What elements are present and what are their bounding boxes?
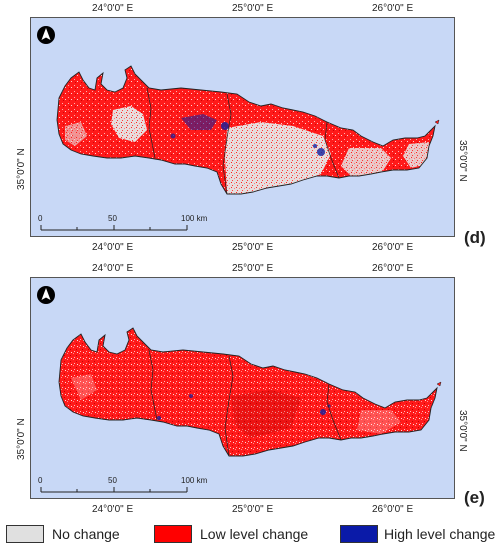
legend-label-high-change: High level change — [384, 526, 496, 542]
legend-swatch-low-change — [154, 525, 192, 543]
map-panel-d: 24°0'0" E 25°0'0" E 26°0'0" E — [0, 0, 498, 260]
bottom-tick-25: 25°0'0" E — [232, 504, 274, 515]
legend-label-no-change: No change — [52, 526, 120, 542]
crete-island-e — [58, 327, 442, 457]
top-tick-25: 25°0'0" E — [232, 3, 274, 14]
bottom-tick-25: 25°0'0" E — [232, 242, 274, 253]
bottom-tick-26: 26°0'0" E — [372, 242, 414, 253]
scale-label-end-e: 100 km — [181, 476, 208, 485]
top-tick-24: 24°0'0" E — [92, 3, 134, 14]
bottom-tick-26: 26°0'0" E — [372, 504, 414, 515]
lat-right-d: 35°0'0" N — [457, 140, 468, 182]
panel-letter-e: (e) — [464, 488, 485, 507]
top-tick-25: 25°0'0" E — [232, 263, 274, 274]
bottom-tick-24: 24°0'0" E — [92, 504, 134, 515]
top-tick-24: 24°0'0" E — [92, 263, 134, 274]
legend-label-low-change: Low level change — [200, 526, 309, 542]
scale-label-end-d: 100 km — [181, 214, 208, 223]
legend-swatch-high-change — [340, 525, 378, 543]
scale-bar-e — [40, 487, 188, 493]
scale-label-mid-e: 50 — [108, 476, 117, 485]
lat-left-d: 35°0'0" N — [16, 148, 27, 190]
map-panel-e: 24°0'0" E 25°0'0" E 26°0'0" E — [0, 260, 498, 520]
legend-swatch-no-change — [6, 525, 44, 543]
scale-bar-d — [40, 225, 188, 231]
lat-left-e: 35°0'0" N — [16, 418, 27, 460]
scale-label-zero-d: 0 — [38, 214, 43, 223]
bottom-tick-24: 24°0'0" E — [92, 242, 134, 253]
map-frame-d: 0 50 100 km — [30, 17, 455, 237]
scale-label-mid-d: 50 — [108, 214, 117, 223]
lat-right-e: 35°0'0" N — [457, 410, 468, 452]
north-arrow-icon — [37, 26, 55, 44]
top-tick-26: 26°0'0" E — [372, 263, 414, 274]
panel-letter-d: (d) — [464, 228, 486, 247]
top-tick-26: 26°0'0" E — [372, 3, 414, 14]
crete-island-d — [56, 65, 440, 195]
map-canvas-e — [37, 286, 442, 493]
map-canvas-d — [37, 26, 440, 231]
north-arrow-icon — [37, 286, 55, 304]
map-frame-e: 0 50 100 km — [30, 277, 455, 499]
scale-label-zero-e: 0 — [38, 476, 43, 485]
legend: No change Low level change High level ch… — [0, 520, 498, 548]
